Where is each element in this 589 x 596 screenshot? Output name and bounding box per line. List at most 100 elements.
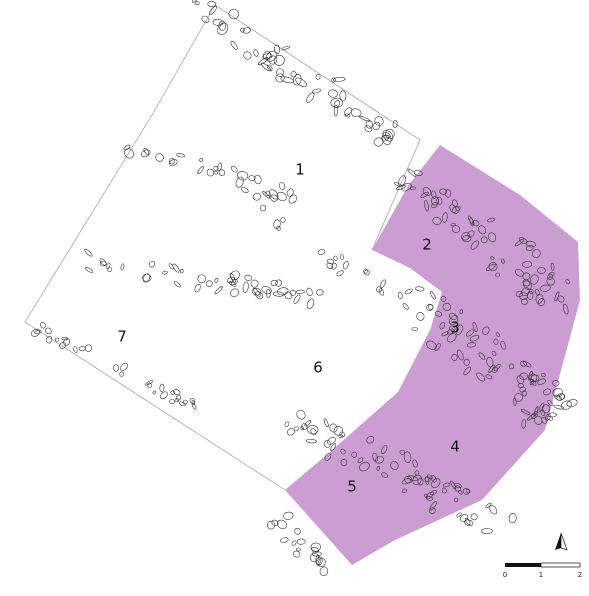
stone	[40, 321, 46, 329]
stone	[63, 338, 71, 346]
stone	[485, 263, 496, 271]
area-label: 7	[117, 328, 127, 346]
stone	[149, 260, 155, 268]
stone	[488, 232, 497, 243]
stone	[463, 358, 470, 366]
stone	[469, 335, 480, 342]
stone	[194, 1, 200, 5]
stone	[431, 478, 441, 488]
stone	[430, 196, 440, 206]
stone	[557, 295, 565, 303]
stone	[559, 393, 566, 400]
stone	[432, 216, 442, 225]
stone	[546, 277, 555, 286]
stone	[265, 191, 271, 197]
stone	[374, 116, 384, 126]
stone	[173, 389, 181, 396]
stone	[485, 502, 492, 509]
stone	[519, 372, 528, 380]
stone	[514, 393, 523, 402]
stone	[217, 22, 229, 35]
stone	[453, 497, 459, 503]
stone	[486, 356, 494, 368]
stone	[243, 51, 252, 60]
stone	[294, 527, 301, 535]
stone	[401, 488, 407, 494]
stone	[541, 372, 546, 378]
stone	[467, 230, 475, 238]
stone	[260, 204, 267, 212]
stone	[242, 27, 251, 34]
stone	[178, 401, 186, 407]
stone	[381, 472, 388, 478]
stone	[237, 171, 249, 181]
stone	[522, 261, 533, 268]
stone	[142, 273, 152, 282]
stone	[305, 438, 317, 444]
stone	[84, 248, 93, 257]
stone	[414, 470, 420, 476]
stone	[330, 97, 343, 108]
stone	[293, 550, 301, 558]
stone	[173, 280, 181, 288]
stone	[235, 176, 244, 188]
stone	[429, 507, 436, 514]
stone	[401, 478, 412, 485]
stone	[467, 215, 475, 226]
stone	[493, 363, 501, 372]
stone	[566, 399, 578, 408]
stone	[357, 457, 364, 464]
stone	[550, 262, 555, 271]
stone	[270, 279, 278, 286]
site-boundary	[24, 4, 286, 491]
stone	[140, 149, 151, 158]
stone	[553, 404, 564, 410]
stone	[283, 511, 294, 520]
stone	[456, 349, 464, 361]
stone	[61, 336, 69, 341]
stone	[170, 390, 175, 395]
stone	[142, 273, 151, 283]
stone	[478, 352, 486, 360]
stone	[410, 186, 416, 191]
stone	[143, 147, 150, 155]
stone	[45, 335, 53, 344]
stone	[207, 1, 217, 8]
stone	[442, 302, 452, 311]
stone	[248, 175, 256, 181]
stone	[59, 342, 67, 349]
stone	[515, 290, 523, 298]
stone	[120, 362, 128, 371]
stone	[162, 270, 168, 275]
stone	[478, 225, 487, 235]
stone	[434, 343, 441, 352]
stone	[449, 315, 459, 326]
stone	[262, 51, 272, 60]
scale-label: 0	[503, 571, 507, 579]
stone	[304, 420, 312, 427]
stone	[218, 169, 226, 176]
stone	[402, 303, 409, 310]
stone	[172, 263, 180, 273]
stone	[466, 329, 475, 337]
stone	[306, 287, 313, 297]
stone	[169, 399, 175, 405]
stone	[339, 431, 346, 438]
stone	[461, 232, 470, 241]
stone	[407, 168, 417, 177]
stone	[456, 512, 462, 518]
stone	[323, 418, 329, 428]
stone	[214, 286, 223, 295]
stone	[472, 321, 478, 333]
stone	[562, 303, 569, 315]
stone	[383, 135, 391, 139]
stone	[476, 372, 485, 382]
stone	[311, 88, 322, 94]
stone	[376, 466, 380, 471]
stone	[338, 434, 344, 439]
stone	[424, 199, 429, 212]
stone	[521, 298, 528, 305]
stone	[339, 254, 344, 260]
stone	[295, 289, 305, 294]
stone	[491, 350, 497, 357]
